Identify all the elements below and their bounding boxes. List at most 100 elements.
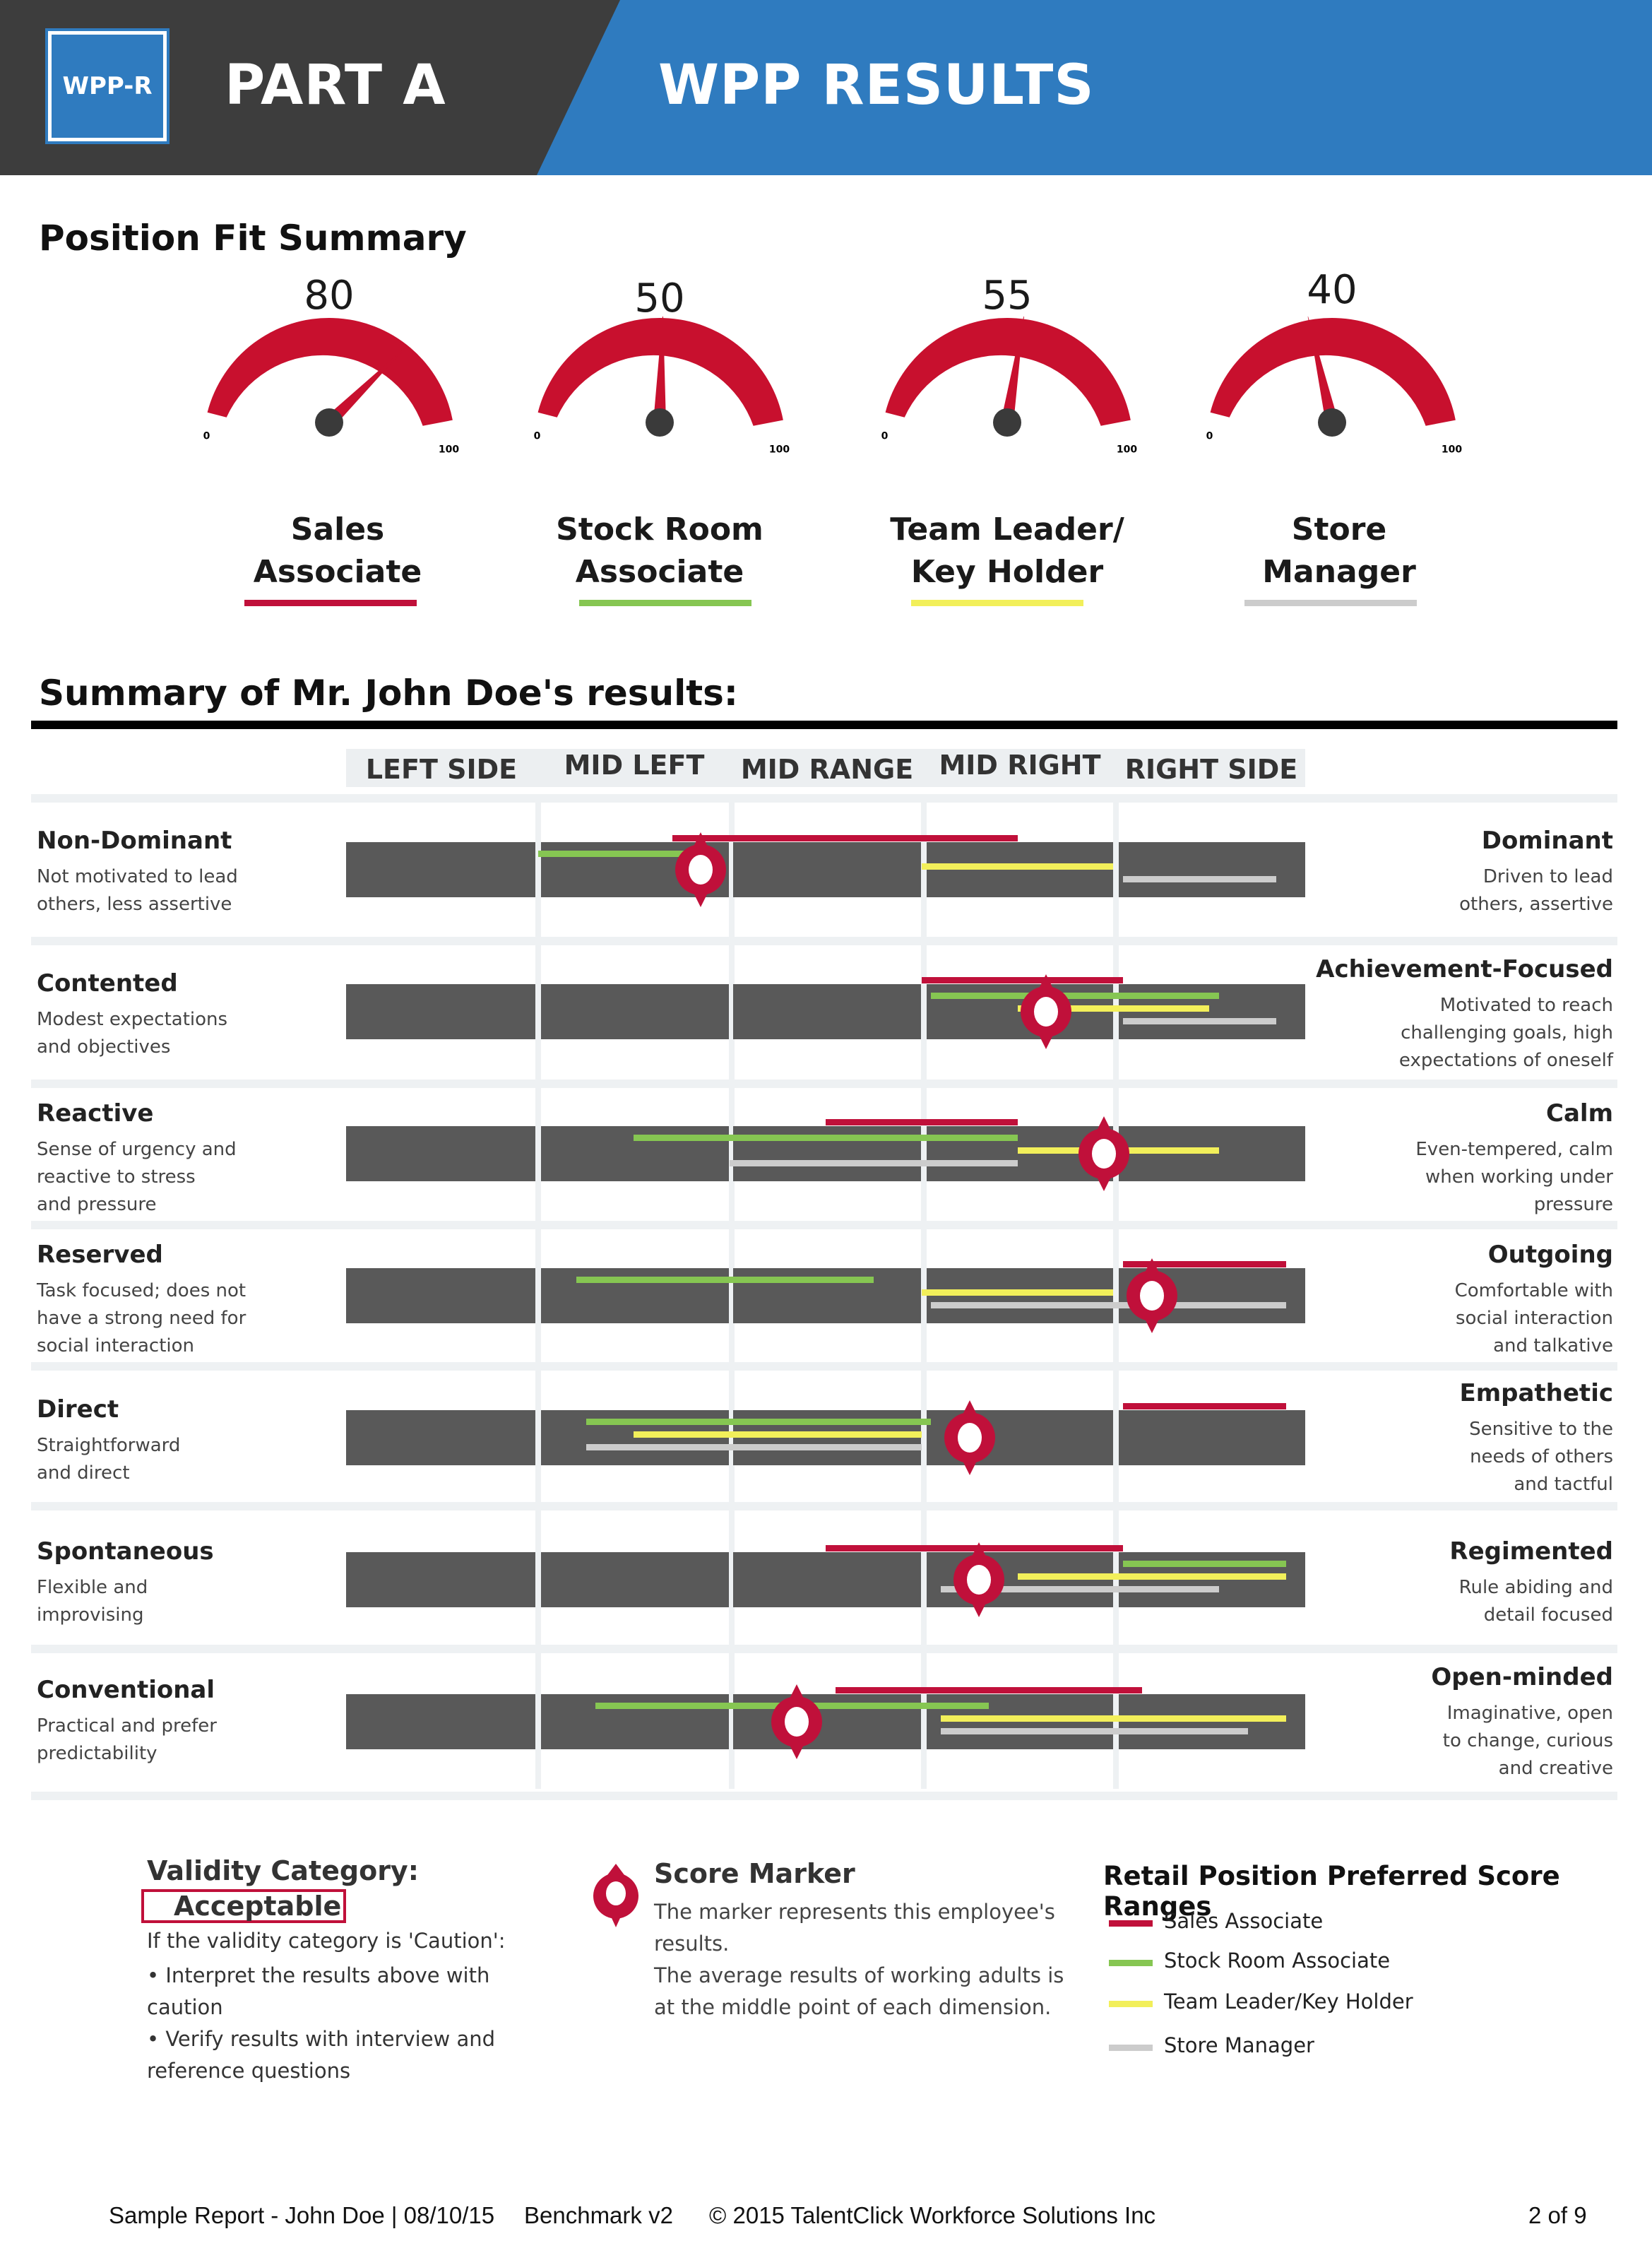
score-marker-line: The average results of working adults is xyxy=(654,1963,1064,1987)
page-header: WPP-R PART A WPP RESULTS xyxy=(0,0,1652,175)
dimension-right-description: Comfortable with social interaction and ta… xyxy=(1246,1277,1613,1360)
dimension-right-title: Empathetic xyxy=(1459,1379,1613,1407)
row-separator xyxy=(31,937,1617,945)
gauge-label-line: Key Holder xyxy=(910,554,1104,590)
gauge-label-line: Associate xyxy=(575,554,744,590)
gauge-label-line: Associate xyxy=(253,554,422,590)
gauge-needle xyxy=(1307,317,1338,425)
range-team xyxy=(634,1431,922,1438)
gauge-hub xyxy=(315,408,343,437)
description-line: Driven to lead xyxy=(1482,866,1613,887)
validity-value-badge: Acceptable xyxy=(141,1889,346,1923)
description-line: Motivated to reach xyxy=(1439,995,1613,1016)
legend-label: Stock Room Associate xyxy=(1164,1949,1391,1973)
range-stock xyxy=(931,993,1219,999)
row-separator xyxy=(31,1221,1617,1229)
dimension-bar-segment xyxy=(733,842,921,897)
description-line: detail focused xyxy=(1483,1604,1613,1626)
description-line: Rule abiding and xyxy=(1458,1577,1613,1598)
footer-copyright: © 2015 TalentClick Workforce Solutions I… xyxy=(709,2202,1156,2228)
gauge-score: 40 xyxy=(1307,267,1357,313)
description-line: Practical and prefer xyxy=(37,1715,217,1737)
dimension-bar-segment xyxy=(541,1552,729,1607)
dimension-right-description: Motivated to reach challenging goals, hig… xyxy=(1246,992,1613,1075)
description-line: Modest expectations xyxy=(37,1009,228,1030)
column-divider xyxy=(921,803,927,1789)
dimension-right-title: Achievement-Focused xyxy=(1316,955,1613,983)
validity-bullets: • Interpret the results above with cauti… xyxy=(147,1960,495,2087)
dimension-right-description: Imaginative, open to change, curious and c… xyxy=(1246,1700,1613,1782)
column-divider xyxy=(535,803,541,1789)
dimension-bar-segment xyxy=(346,1268,535,1323)
range-manager xyxy=(586,1444,922,1450)
range-stock xyxy=(586,1419,932,1425)
dimension-right-description: Rule abiding and detail focused xyxy=(1246,1574,1613,1629)
gauge-score: 50 xyxy=(634,276,685,321)
description-line: improvising xyxy=(37,1604,144,1626)
row-separator xyxy=(31,794,1617,803)
footer-benchmark: Benchmark v2 xyxy=(524,2202,673,2228)
gauge-label: Sales Associate xyxy=(189,509,486,593)
validity-bullet: caution xyxy=(147,1995,223,2019)
validity-heading: Validity Category: xyxy=(147,1855,419,1886)
description-line: pressure xyxy=(1533,1194,1613,1215)
dimension-left-title: Contented xyxy=(37,969,178,998)
dimension-left-description: Straightforward and direct xyxy=(37,1432,319,1487)
dimension-left-description: Flexible and improvising xyxy=(37,1574,319,1629)
legend-label: Store Manager xyxy=(1164,2033,1314,2057)
description-line: when working under xyxy=(1425,1166,1613,1188)
gauge-needle xyxy=(325,345,408,427)
dimension-left-description: Task focused; does not have a strong need… xyxy=(37,1277,319,1360)
description-line: others, assertive xyxy=(1459,894,1613,915)
description-line: predictability xyxy=(37,1743,158,1764)
description-line: Flexible and xyxy=(37,1577,148,1598)
gauge-hub xyxy=(646,408,674,437)
score-marker xyxy=(1078,1116,1129,1191)
col-mid-left: MID LEFT xyxy=(564,750,705,781)
summary-heading: Summary of Mr. John Doe's results: xyxy=(39,673,738,714)
dimension-right-title: Open-minded xyxy=(1431,1663,1613,1691)
legend-swatch xyxy=(1109,1960,1153,1966)
wpp-r-logo: WPP-R xyxy=(45,28,170,144)
dimension-right-title: Outgoing xyxy=(1487,1241,1613,1269)
col-mid-right: MID RIGHT xyxy=(939,750,1101,781)
gauge-band xyxy=(1210,317,1456,426)
dimension-bar-segment xyxy=(927,1268,1113,1323)
range-sales xyxy=(921,977,1123,983)
gauge-label-line: Sales xyxy=(290,512,385,548)
range-team xyxy=(1017,1573,1286,1580)
dimension-right-description: Driven to lead others, assertive xyxy=(1246,863,1613,918)
column-divider xyxy=(1113,803,1119,1789)
dimension-bar-segment xyxy=(1119,1410,1305,1465)
gauge-color-underline xyxy=(244,600,417,606)
description-line: Comfortable with xyxy=(1454,1280,1613,1301)
score-marker xyxy=(944,1400,995,1475)
gauge-color-underline xyxy=(911,600,1083,606)
dimension-left-title: Reactive xyxy=(37,1099,154,1128)
validity-bullet: • Verify results with interview and xyxy=(147,2027,496,2051)
gauge-label-line: Team Leader/ xyxy=(890,512,1124,548)
gauge-label-line: Manager xyxy=(1262,554,1416,590)
dimension-left-title: Spontaneous xyxy=(37,1537,214,1566)
description-line: and objectives xyxy=(37,1036,171,1058)
range-stock xyxy=(537,851,691,857)
dimension-bar-segment xyxy=(346,1552,535,1607)
gauge-max-label: 100 xyxy=(769,444,790,456)
gauge-needle xyxy=(1001,317,1024,424)
range-manager xyxy=(940,1728,1248,1734)
dimension-left-description: Sense of urgency and reactive to stress an… xyxy=(37,1136,319,1219)
column-divider xyxy=(729,803,735,1789)
description-line: needs of others xyxy=(1470,1446,1613,1467)
dimension-right-description: Even-tempered, calm when working under pre… xyxy=(1246,1136,1613,1219)
description-line: social interaction xyxy=(1455,1308,1613,1329)
gauge-dial: 0 100 xyxy=(1206,317,1462,456)
dimension-left-title: Direct xyxy=(37,1395,119,1424)
dimension-left-title: Conventional xyxy=(37,1676,215,1704)
validity-bullet: • Interpret the results above with xyxy=(147,1963,490,1987)
description-line: Sensitive to the xyxy=(1469,1419,1613,1440)
dimension-bar-segment xyxy=(1119,1694,1305,1749)
col-right-side: RIGHT SIDE xyxy=(1124,754,1298,785)
range-sales xyxy=(1122,1261,1286,1267)
part-label: PART A xyxy=(225,54,446,117)
score-marker-icon xyxy=(593,1864,638,1927)
